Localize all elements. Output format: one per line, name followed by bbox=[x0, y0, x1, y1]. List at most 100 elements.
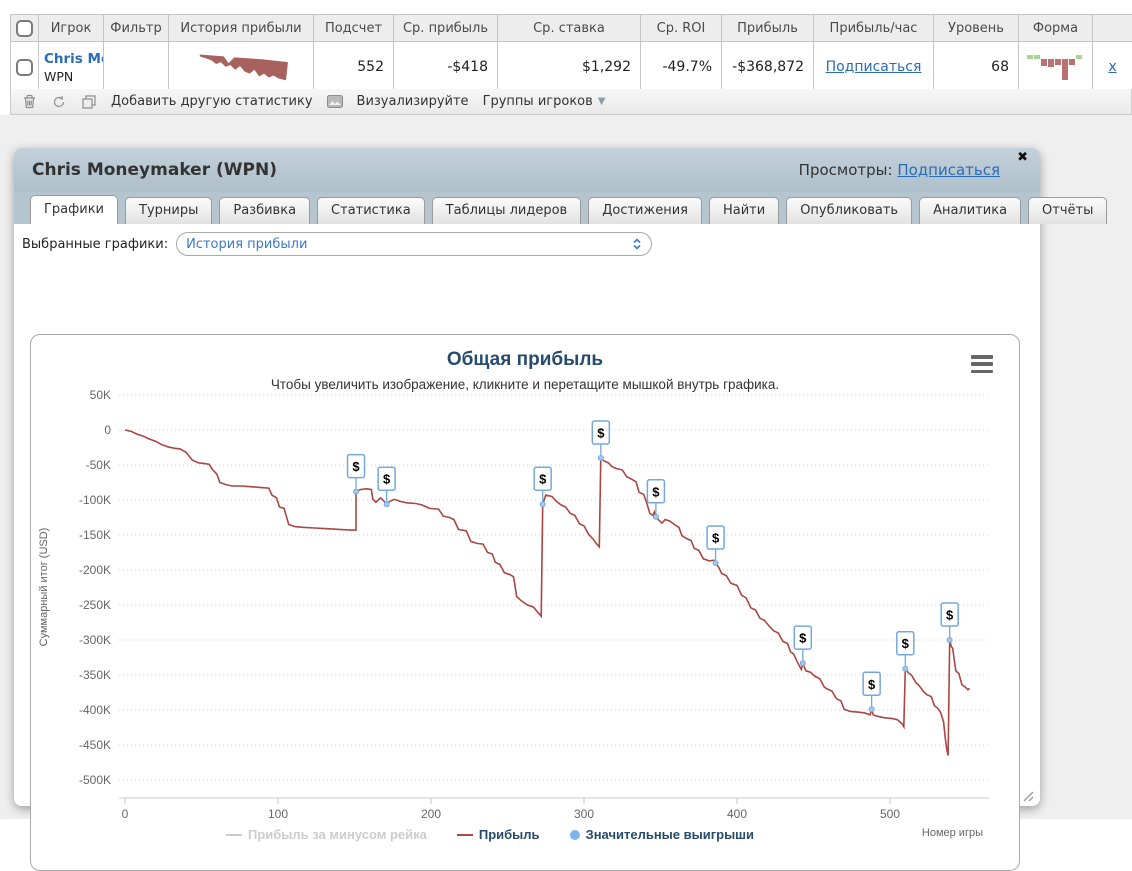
form-bar bbox=[1055, 59, 1061, 65]
tab-таблицы лидеров[interactable]: Таблицы лидеров bbox=[432, 197, 582, 224]
chart-legend: Прибыль за минусом рейка Прибыль Значитель… bbox=[31, 827, 949, 842]
remove-row-link[interactable]: x bbox=[1108, 59, 1116, 75]
col-form[interactable]: Форма bbox=[1019, 15, 1093, 42]
yaxis-title: Суммарный итог (USD) bbox=[38, 528, 50, 647]
tab-найти[interactable]: Найти bbox=[709, 197, 779, 224]
select-all-checkbox[interactable] bbox=[16, 20, 33, 37]
player-popup: Chris Moneymaker (WPN) Просмотры: Подпис… bbox=[14, 148, 1040, 806]
popup-tabs: Графики Турниры Разбивка Статистика Таблицы … bbox=[14, 192, 1040, 224]
sparkline-chart bbox=[169, 42, 312, 88]
avg-stake-cell: $1,292 bbox=[498, 42, 641, 93]
marker-dot bbox=[540, 502, 545, 507]
chart-menu-icon[interactable] bbox=[971, 355, 993, 373]
y-tick-label: -450K bbox=[79, 738, 111, 752]
player-groups-dropdown[interactable]: Группы игроков ▼ bbox=[483, 94, 606, 109]
marker-dot bbox=[869, 707, 874, 712]
profit-chart-svg[interactable]: 50K0-50K-100K-150K-200K-250K-300K-350K-4… bbox=[31, 335, 1020, 871]
tab-графики[interactable]: Графики bbox=[30, 195, 118, 225]
close-icon[interactable]: ✖ bbox=[1017, 150, 1028, 165]
form-bar bbox=[1041, 59, 1047, 66]
y-tick-label: -150K bbox=[79, 528, 111, 542]
chart-subtitle: Чтобы увеличить изображение, кликните и … bbox=[31, 377, 1019, 392]
form-bar bbox=[1076, 55, 1082, 59]
visualize-button[interactable]: Визуализируйте bbox=[357, 94, 469, 109]
visualize-icon[interactable] bbox=[327, 94, 343, 110]
dollar-icon: $ bbox=[799, 631, 807, 646]
tab-турниры[interactable]: Турниры bbox=[125, 197, 212, 224]
y-tick-label: -200K bbox=[79, 563, 111, 577]
row-checkbox[interactable] bbox=[16, 59, 33, 76]
views-subscribe-link[interactable]: Подписаться bbox=[897, 161, 1000, 179]
col-filter[interactable]: Фильтр bbox=[104, 15, 169, 42]
profit-history-sparkline-cell[interactable] bbox=[169, 42, 314, 93]
table-row: Chris Moneymaker WPN 552 -$418 $1,292 -4… bbox=[11, 42, 1132, 93]
col-remove bbox=[1093, 15, 1132, 42]
tab-отчёты[interactable]: Отчёты bbox=[1028, 197, 1107, 224]
legend-line-icon bbox=[226, 834, 242, 836]
refresh-icon[interactable] bbox=[51, 94, 67, 110]
dollar-icon: $ bbox=[902, 636, 910, 651]
resize-handle-icon[interactable] bbox=[1021, 789, 1034, 802]
player-groups-label: Группы игроков bbox=[483, 94, 593, 109]
col-avg-profit[interactable]: Ср. прибыль bbox=[394, 15, 498, 42]
marker-dot bbox=[800, 661, 805, 666]
dollar-icon: $ bbox=[539, 472, 547, 487]
count-cell: 552 bbox=[314, 42, 394, 93]
tab-опубликовать[interactable]: Опубликовать bbox=[786, 197, 912, 224]
dollar-icon: $ bbox=[597, 426, 605, 441]
avg-roi-cell: -49.7% bbox=[641, 42, 722, 93]
marker-dot bbox=[947, 638, 952, 643]
dollar-icon: $ bbox=[383, 472, 391, 487]
filter-cell[interactable] bbox=[104, 42, 169, 93]
legend-item-прибыль-за-минусом-рейка[interactable]: Прибыль за минусом рейка bbox=[226, 827, 427, 842]
col-profit-per-hour[interactable]: Прибыль/час bbox=[814, 15, 934, 42]
player-site: WPN bbox=[44, 69, 103, 84]
marker-dot bbox=[903, 666, 908, 671]
delete-icon[interactable] bbox=[21, 94, 37, 110]
col-avg-stake[interactable]: Ср. ставка bbox=[498, 15, 641, 42]
copy-icon[interactable] bbox=[81, 94, 97, 110]
table-toolbar: Добавить другую статистику Визуализируйт… bbox=[10, 89, 1132, 115]
player-name-link[interactable]: Chris Moneymaker bbox=[44, 51, 103, 67]
dollar-icon: $ bbox=[868, 677, 876, 692]
legend-circle-icon bbox=[570, 830, 580, 840]
legend-item-прибыль[interactable]: Прибыль bbox=[457, 827, 540, 842]
tab-аналитика[interactable]: Аналитика bbox=[919, 197, 1021, 224]
marker-dot bbox=[384, 502, 389, 507]
legend-label: Прибыль за минусом рейка bbox=[248, 827, 427, 842]
graph-select[interactable]: История прибыли bbox=[176, 232, 652, 256]
avg-profit-cell: -$418 bbox=[394, 42, 498, 93]
col-profit[interactable]: Прибыль bbox=[722, 15, 814, 42]
marker-dot bbox=[598, 456, 603, 461]
form-bar bbox=[1034, 55, 1040, 59]
col-profit-history[interactable]: История прибыли bbox=[169, 15, 314, 42]
tab-статистика[interactable]: Статистика bbox=[317, 197, 425, 224]
views-area: Просмотры: Подписаться bbox=[799, 161, 1000, 179]
col-avg-roi[interactable]: Ср. ROI bbox=[641, 15, 722, 42]
profit-per-hour-cell: Подписаться bbox=[814, 42, 934, 93]
add-stat-button[interactable]: Добавить другую статистику bbox=[111, 94, 313, 109]
dollar-icon: $ bbox=[352, 459, 360, 474]
marker-dot bbox=[653, 514, 658, 519]
form-bar bbox=[1027, 55, 1033, 59]
tab-достижения[interactable]: Достижения bbox=[588, 197, 702, 224]
popup-title: Chris Moneymaker (WPN) bbox=[32, 160, 277, 180]
marker-dot bbox=[713, 561, 718, 566]
col-count[interactable]: Подсчет bbox=[314, 15, 394, 42]
remove-cell: x bbox=[1093, 42, 1132, 93]
col-player[interactable]: Игрок bbox=[39, 15, 104, 42]
y-tick-label: -300K bbox=[79, 633, 111, 647]
selected-graphs-label: Выбранные графики: bbox=[22, 237, 168, 252]
tab-разбивка[interactable]: Разбивка bbox=[219, 197, 310, 224]
player-cell: Chris Moneymaker WPN bbox=[39, 42, 104, 93]
legend-item-значительные-выигрыши[interactable]: Значительные выигрыши bbox=[570, 827, 754, 842]
form-bar bbox=[1062, 59, 1068, 80]
col-ability[interactable]: Уровень bbox=[934, 15, 1019, 42]
legend-label: Значительные выигрыши bbox=[586, 827, 754, 842]
form-cell bbox=[1019, 42, 1093, 93]
y-tick-label: -400K bbox=[79, 703, 111, 717]
popup-header: Chris Moneymaker (WPN) Просмотры: Подпис… bbox=[14, 148, 1040, 192]
subscribe-link[interactable]: Подписаться bbox=[826, 59, 922, 75]
caret-down-icon: ▼ bbox=[598, 96, 606, 107]
